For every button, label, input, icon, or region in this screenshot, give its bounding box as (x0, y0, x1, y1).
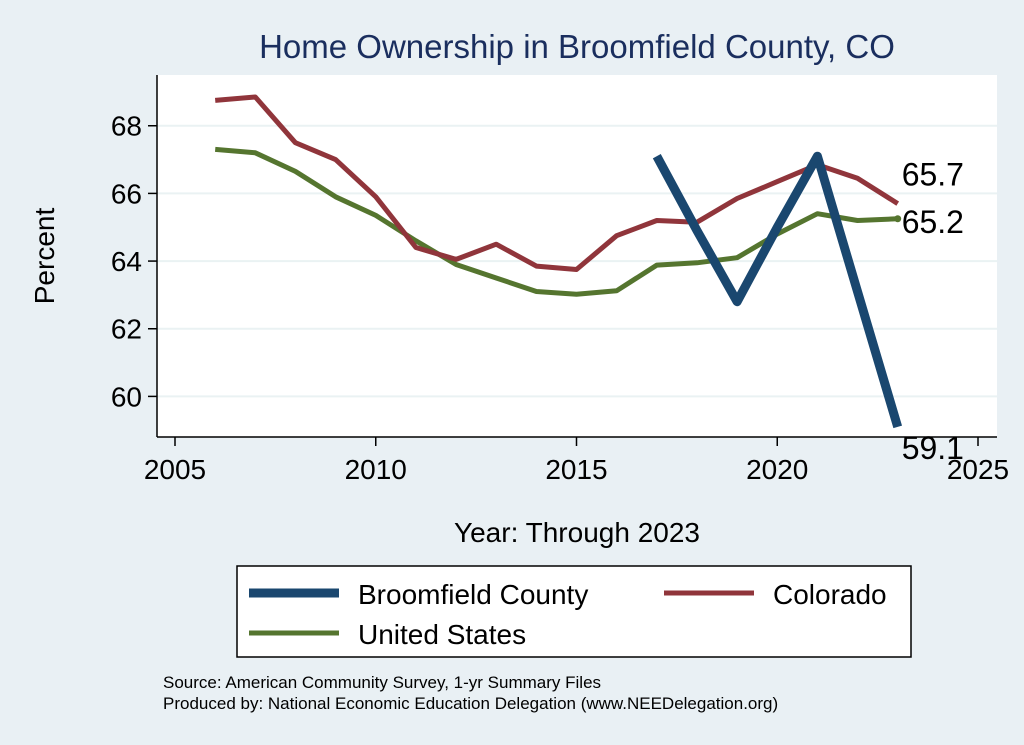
x-axis-label: Year: Through 2023 (454, 517, 700, 548)
series-line-united-states (214, 146, 898, 297)
y-tick-label-1: 62 (111, 314, 142, 345)
end-labels: 65.7 65.2 59.1 (902, 157, 964, 466)
legend: Broomfield County Colorado United States (236, 565, 912, 658)
series-line-broomfield-county (652, 151, 903, 429)
end-label-colorado: 65.7 (902, 157, 964, 193)
x-tick-label-2: 2015 (545, 454, 607, 485)
end-label-broomfield-county: 59.1 (902, 430, 964, 466)
chart-title: Home Ownership in Broomfield County, CO (259, 28, 895, 65)
x-tick-label-3: 2020 (746, 454, 808, 485)
x-tick-label-1: 2010 (345, 454, 407, 485)
united-states-end-marker (894, 215, 902, 223)
y-tick-label-3: 66 (111, 178, 142, 209)
axis-ticks: 60 62 64 66 68 2005 2010 2015 2020 2025 (111, 111, 1009, 485)
y-tick-label-2: 64 (111, 246, 142, 277)
legend-label-united-states: United States (358, 619, 526, 650)
series-lines (214, 94, 903, 429)
gridlines (157, 124, 997, 398)
legend-label-colorado: Colorado (773, 579, 887, 610)
x-tick-label-0: 2005 (144, 454, 206, 485)
legend-box (236, 565, 912, 658)
x-tick-label-4: 2025 (947, 454, 1009, 485)
y-axis-label: Percent (29, 208, 60, 305)
legend-label-broomfield: Broomfield County (358, 579, 588, 610)
producer-note: Produced by: National Economic Education… (163, 694, 778, 713)
source-note: Source: American Community Survey, 1-yr … (163, 673, 601, 692)
plot-area (157, 75, 997, 437)
end-label-united-states: 65.2 (902, 204, 964, 240)
series-line-colorado (214, 94, 900, 272)
y-tick-label-0: 60 (111, 381, 142, 412)
y-tick-label-4: 68 (111, 111, 142, 142)
